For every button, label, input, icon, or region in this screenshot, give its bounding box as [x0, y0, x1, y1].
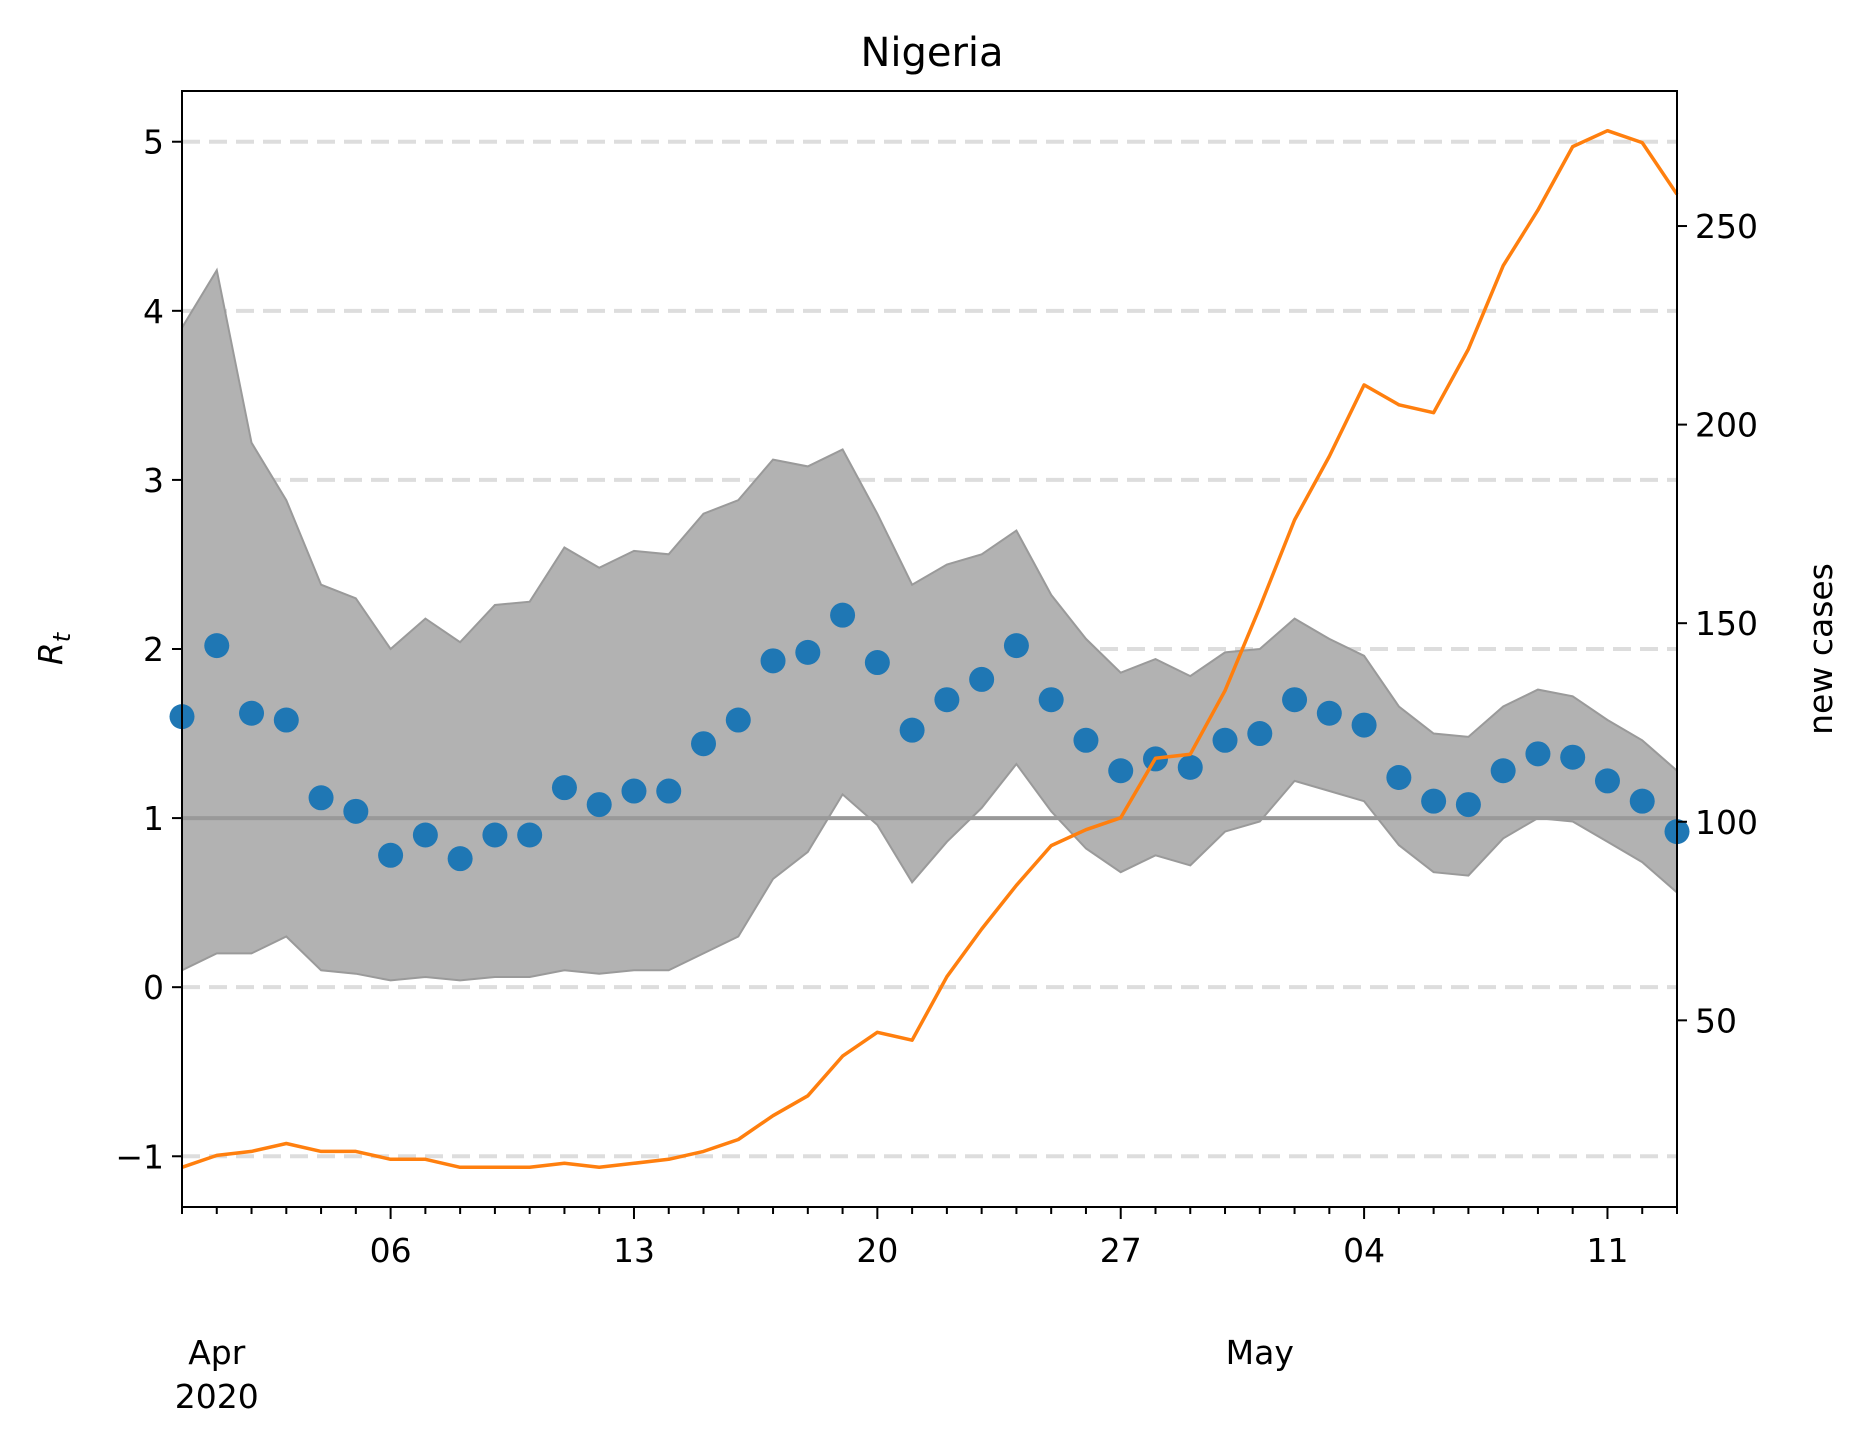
rt-point [343, 798, 369, 824]
rt-point [1212, 727, 1238, 753]
rt-point [204, 633, 230, 659]
x-tick-label: 06 [370, 1231, 412, 1270]
grid-lines [182, 139, 1677, 1159]
left-axis-title: Rt [31, 631, 76, 665]
right-tick-label: 250 [1695, 207, 1758, 246]
rt-point [586, 792, 612, 818]
left-tick-label: 4 [143, 292, 164, 331]
left-tick-label: 3 [143, 461, 164, 500]
rt-point [1247, 721, 1273, 747]
right-tick-label: 100 [1695, 803, 1758, 842]
x-axis: 06 13 20 27 04 11 Apr 2020 May [175, 1207, 1678, 1416]
rt-point [795, 639, 821, 665]
rt-point [830, 602, 856, 628]
rt-point [1386, 765, 1412, 791]
rt-point [934, 687, 960, 713]
x-tick-label: 27 [1100, 1231, 1142, 1270]
right-tick-label: 150 [1695, 604, 1758, 643]
rt-point [1629, 788, 1655, 814]
rt-point [725, 707, 751, 733]
rt-point [482, 822, 508, 848]
rt-point [1351, 712, 1377, 738]
chart-title: Nigeria [860, 30, 1003, 76]
x-month-label: May [1226, 1333, 1294, 1372]
x-tick-label: 11 [1586, 1231, 1628, 1270]
left-tick-label: 1 [143, 799, 164, 838]
rt-point [760, 648, 786, 674]
x-year-label: 2020 [175, 1377, 259, 1416]
right-y-axis: 50 100 150 200 250 [1677, 207, 1758, 1040]
rt-point [864, 650, 890, 676]
rt-points [169, 602, 1690, 872]
rt-point [1003, 633, 1029, 659]
rt-point [239, 700, 265, 726]
rt-point [691, 731, 717, 757]
rt-point [308, 785, 334, 811]
rt-point [1038, 687, 1064, 713]
rt-point [1594, 768, 1620, 794]
left-tick-label: −1 [115, 1137, 164, 1176]
rt-point [412, 822, 438, 848]
rt-point [273, 707, 299, 733]
new-cases-line [181, 128, 1679, 1170]
rt-point [621, 778, 647, 804]
right-tick-label: 200 [1695, 406, 1758, 445]
rt-point [1073, 727, 1099, 753]
x-tick-label: 20 [856, 1231, 898, 1270]
rt-point [378, 842, 404, 868]
rt-point [1525, 741, 1551, 767]
rt-point [969, 666, 995, 692]
left-y-axis: −1 0 1 2 3 4 5 [115, 123, 182, 1176]
rt-point [1421, 788, 1447, 814]
left-tick-label: 5 [143, 123, 164, 162]
rt-point [1282, 687, 1308, 713]
x-month-label: Apr [188, 1333, 246, 1372]
rt-point [1316, 700, 1342, 726]
right-tick-label: 50 [1695, 1001, 1737, 1040]
left-tick-label: 2 [143, 630, 164, 669]
rt-point [1560, 744, 1586, 770]
x-tick-label: 04 [1343, 1231, 1385, 1270]
rt-point [447, 846, 473, 872]
rt-point [551, 775, 577, 801]
right-axis-title: new cases [1801, 563, 1840, 735]
left-tick-label: 0 [143, 968, 164, 1007]
rt-point [656, 778, 682, 804]
rt-point [517, 822, 543, 848]
rt-point [1177, 754, 1203, 780]
rt-point [899, 717, 925, 743]
rt-point [1108, 758, 1134, 784]
x-tick-label: 13 [613, 1231, 655, 1270]
rt-point [1455, 792, 1481, 818]
rt-point [1490, 758, 1516, 784]
new-cases-series [181, 128, 1679, 1170]
